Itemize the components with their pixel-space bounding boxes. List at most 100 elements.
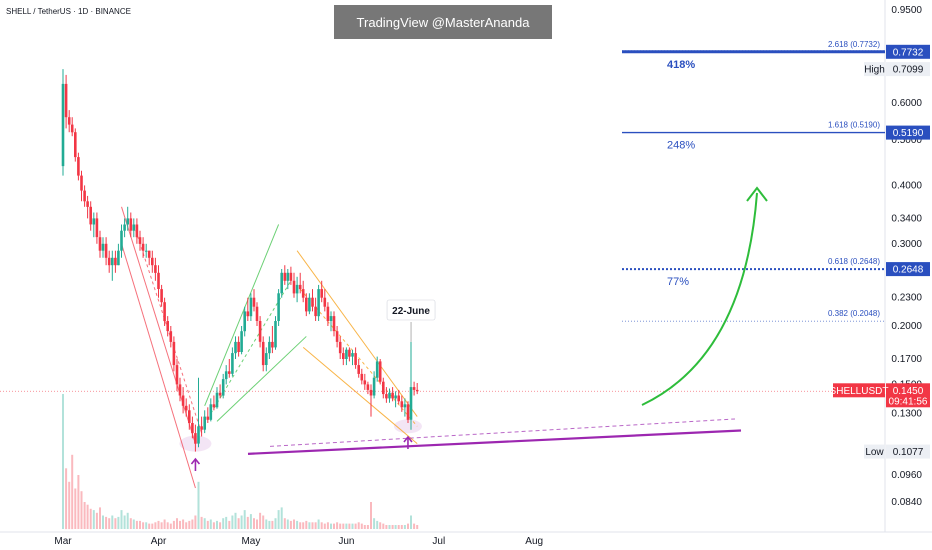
candlesticks bbox=[61, 69, 419, 452]
candle-body bbox=[409, 387, 413, 420]
volume-bar bbox=[259, 512, 262, 529]
volume-bar bbox=[376, 520, 379, 529]
candle-body bbox=[403, 404, 407, 408]
volume-bar bbox=[348, 523, 351, 529]
candle-body bbox=[98, 237, 102, 251]
candle-body bbox=[175, 365, 179, 385]
price-axis-tick: 0.1300 bbox=[891, 408, 922, 419]
annotation-box bbox=[386, 299, 436, 321]
volume-bar bbox=[163, 519, 166, 529]
volume-bar bbox=[305, 520, 308, 529]
volume-bar bbox=[77, 475, 80, 529]
candle-body bbox=[228, 371, 231, 374]
orange-channel-line bbox=[302, 347, 418, 445]
volume-bar bbox=[296, 520, 299, 529]
time-axis[interactable]: Mar Apr May Jun Jul Aug bbox=[54, 536, 543, 547]
candle-body bbox=[70, 124, 74, 133]
volume-bar bbox=[311, 522, 314, 530]
price-tag-box bbox=[886, 383, 930, 408]
time-axis-tick: Mar bbox=[54, 536, 72, 547]
candle-body bbox=[181, 395, 185, 406]
volume-bar bbox=[179, 520, 181, 529]
candle-body bbox=[351, 353, 354, 357]
price-axis-tick: 0.2000 bbox=[891, 321, 922, 332]
price-axis-tick: 0.0840 bbox=[891, 497, 922, 508]
candle-body bbox=[363, 380, 367, 385]
candle-body bbox=[314, 306, 317, 317]
candle-body bbox=[237, 341, 240, 352]
time-axis-tick: Apr bbox=[151, 536, 167, 547]
candle-body bbox=[172, 341, 176, 366]
price-axis-tick: 0.0960 bbox=[891, 470, 922, 481]
volume-bar bbox=[151, 523, 154, 529]
volume-bar bbox=[407, 523, 409, 529]
volume-bar bbox=[231, 515, 234, 529]
volume-bar bbox=[169, 523, 172, 529]
volume-bar bbox=[400, 525, 403, 529]
volume-bar bbox=[274, 518, 277, 529]
candle-body bbox=[144, 250, 148, 252]
volume-bar bbox=[379, 522, 382, 530]
volume-bar bbox=[62, 394, 64, 529]
volume-bar bbox=[277, 510, 280, 529]
price-tag-box bbox=[886, 62, 930, 77]
candle-body bbox=[261, 341, 265, 366]
volume-bar bbox=[246, 516, 249, 530]
price-tag-prefix-box bbox=[833, 383, 885, 398]
candle-body bbox=[215, 392, 219, 408]
candle-body bbox=[305, 297, 308, 312]
volume-bar bbox=[391, 525, 394, 529]
volume-bar bbox=[145, 522, 148, 530]
candle-body bbox=[135, 224, 139, 238]
volume-bar bbox=[256, 519, 258, 529]
volume-bar bbox=[339, 523, 342, 529]
candle-body bbox=[151, 257, 154, 266]
candle-body bbox=[385, 394, 388, 399]
symbol-title[interactable]: SHELL / TetherUS · 1D · BINANCE bbox=[6, 7, 131, 16]
price-tag-box bbox=[886, 125, 930, 140]
candle-body bbox=[289, 272, 293, 281]
price-axis-tick: 0.6000 bbox=[891, 98, 922, 109]
candle-body bbox=[249, 297, 253, 317]
candle-body bbox=[308, 297, 311, 312]
fib-level-label: 1.618 (0.5190) bbox=[828, 121, 880, 130]
volume-bar bbox=[336, 522, 339, 530]
volume-bar bbox=[289, 520, 292, 529]
volume-bar bbox=[185, 522, 188, 530]
price-tag-box bbox=[886, 262, 930, 277]
volume-bar bbox=[416, 525, 419, 529]
volume-bar bbox=[148, 523, 151, 529]
candle-body bbox=[147, 250, 151, 258]
volume-bar bbox=[243, 510, 246, 529]
price-tag-value: 0.1077 bbox=[893, 447, 924, 458]
volume-bar bbox=[403, 525, 406, 529]
candle-body bbox=[280, 272, 283, 294]
price-axis-tick: 0.5000 bbox=[891, 135, 922, 146]
candle-body bbox=[123, 224, 126, 231]
candle-body bbox=[366, 384, 370, 390]
candle-body bbox=[64, 83, 68, 118]
candle-body bbox=[394, 395, 397, 399]
candle-body bbox=[311, 297, 314, 307]
price-axis-tick: 0.1700 bbox=[891, 354, 922, 365]
volume-bar bbox=[222, 518, 225, 529]
volume-bar bbox=[382, 523, 385, 529]
candle-body bbox=[194, 433, 197, 444]
candle-body bbox=[224, 371, 228, 380]
candle-body bbox=[157, 272, 160, 289]
candle-body bbox=[89, 206, 92, 225]
volume-bar bbox=[111, 515, 114, 529]
falling-channel-line bbox=[121, 243, 196, 489]
volume-bar bbox=[302, 522, 305, 530]
candle-body bbox=[369, 389, 373, 396]
price-tag-box bbox=[886, 444, 930, 459]
candle-body bbox=[111, 257, 114, 266]
watermark-box bbox=[334, 5, 552, 39]
candle-body bbox=[178, 384, 182, 396]
time-axis-tick: May bbox=[241, 536, 260, 547]
volume-bar bbox=[200, 516, 203, 530]
volume-bar bbox=[265, 519, 268, 529]
volume-bar bbox=[249, 514, 252, 529]
volume-bar bbox=[413, 523, 416, 529]
